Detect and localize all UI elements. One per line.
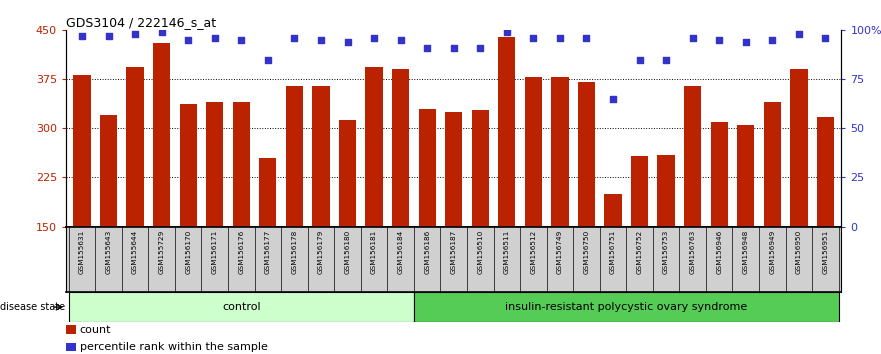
Text: GSM156948: GSM156948 bbox=[743, 230, 749, 274]
Text: count: count bbox=[79, 325, 111, 335]
Point bbox=[234, 37, 248, 43]
Point bbox=[447, 45, 461, 51]
Bar bbox=[233, 102, 250, 227]
Text: GSM156179: GSM156179 bbox=[318, 230, 324, 274]
FancyBboxPatch shape bbox=[414, 292, 839, 322]
Bar bbox=[66, 343, 76, 352]
Bar bbox=[206, 102, 224, 227]
Bar bbox=[313, 86, 329, 227]
Text: GSM156949: GSM156949 bbox=[769, 230, 775, 274]
Text: GSM155643: GSM155643 bbox=[106, 230, 112, 274]
Text: GSM156170: GSM156170 bbox=[185, 230, 191, 274]
Bar bbox=[471, 110, 489, 227]
Point bbox=[101, 33, 115, 39]
Text: disease state: disease state bbox=[0, 302, 65, 312]
Bar bbox=[259, 158, 277, 227]
Text: GSM156171: GSM156171 bbox=[211, 230, 218, 274]
Point bbox=[526, 35, 540, 41]
Point bbox=[606, 96, 620, 102]
Bar bbox=[445, 112, 463, 227]
Point bbox=[685, 35, 700, 41]
Bar bbox=[180, 104, 196, 227]
Bar bbox=[631, 156, 648, 227]
Point bbox=[367, 35, 381, 41]
Point bbox=[75, 33, 89, 39]
Text: GSM156512: GSM156512 bbox=[530, 230, 537, 274]
Text: GSM156177: GSM156177 bbox=[265, 230, 270, 274]
Bar bbox=[764, 102, 781, 227]
Bar bbox=[737, 125, 754, 227]
Text: GSM156184: GSM156184 bbox=[397, 230, 403, 274]
Text: GSM156950: GSM156950 bbox=[796, 230, 802, 274]
Point bbox=[766, 37, 780, 43]
Point bbox=[128, 31, 142, 37]
Text: GSM155729: GSM155729 bbox=[159, 230, 165, 274]
Point bbox=[314, 37, 328, 43]
Bar bbox=[100, 115, 117, 227]
Point bbox=[287, 35, 301, 41]
Bar bbox=[684, 86, 701, 227]
Bar bbox=[392, 69, 410, 227]
Bar bbox=[604, 194, 622, 227]
Point bbox=[181, 37, 196, 43]
Point bbox=[580, 35, 594, 41]
Text: insulin-resistant polycystic ovary syndrome: insulin-resistant polycystic ovary syndr… bbox=[505, 302, 747, 312]
Text: GSM156176: GSM156176 bbox=[238, 230, 244, 274]
Bar bbox=[711, 122, 728, 227]
Bar bbox=[790, 69, 808, 227]
Text: GSM156178: GSM156178 bbox=[292, 230, 298, 274]
Text: GSM156763: GSM156763 bbox=[690, 230, 696, 274]
Text: GSM156749: GSM156749 bbox=[557, 230, 563, 274]
Bar bbox=[578, 82, 595, 227]
Point bbox=[712, 37, 726, 43]
FancyBboxPatch shape bbox=[69, 292, 414, 322]
Point bbox=[739, 39, 753, 45]
Point bbox=[792, 31, 806, 37]
Text: GSM156751: GSM156751 bbox=[610, 230, 616, 274]
Bar bbox=[339, 120, 356, 227]
Text: GSM156951: GSM156951 bbox=[823, 230, 828, 274]
Text: GSM156750: GSM156750 bbox=[583, 230, 589, 274]
Text: GSM156510: GSM156510 bbox=[478, 230, 484, 274]
Point bbox=[500, 29, 514, 35]
Text: GSM156946: GSM156946 bbox=[716, 230, 722, 274]
Bar bbox=[657, 154, 675, 227]
Point bbox=[473, 45, 487, 51]
Bar bbox=[498, 36, 515, 227]
Point bbox=[261, 57, 275, 62]
Point bbox=[633, 57, 647, 62]
Text: GSM156186: GSM156186 bbox=[424, 230, 430, 274]
Bar bbox=[73, 75, 91, 227]
Bar bbox=[366, 67, 382, 227]
Bar bbox=[127, 67, 144, 227]
Point bbox=[420, 45, 434, 51]
Point bbox=[553, 35, 567, 41]
Text: GDS3104 / 222146_s_at: GDS3104 / 222146_s_at bbox=[66, 16, 216, 29]
Bar bbox=[418, 109, 436, 227]
Bar bbox=[552, 77, 568, 227]
Point bbox=[154, 29, 168, 35]
Point bbox=[818, 35, 833, 41]
Bar bbox=[817, 116, 834, 227]
Text: GSM155631: GSM155631 bbox=[79, 230, 85, 274]
Text: percentile rank within the sample: percentile rank within the sample bbox=[79, 342, 268, 352]
Text: GSM156511: GSM156511 bbox=[504, 230, 510, 274]
Bar bbox=[285, 86, 303, 227]
Bar bbox=[525, 77, 542, 227]
Text: GSM156181: GSM156181 bbox=[371, 230, 377, 274]
Point bbox=[208, 35, 222, 41]
Bar bbox=[153, 43, 170, 227]
Text: GSM156753: GSM156753 bbox=[663, 230, 670, 274]
Text: GSM156180: GSM156180 bbox=[344, 230, 351, 274]
Bar bbox=[66, 325, 76, 334]
Text: control: control bbox=[222, 302, 261, 312]
Text: GSM156187: GSM156187 bbox=[451, 230, 456, 274]
Point bbox=[659, 57, 673, 62]
Point bbox=[340, 39, 354, 45]
Point bbox=[394, 37, 408, 43]
Text: GSM156752: GSM156752 bbox=[637, 230, 642, 274]
Text: GSM155644: GSM155644 bbox=[132, 230, 138, 274]
